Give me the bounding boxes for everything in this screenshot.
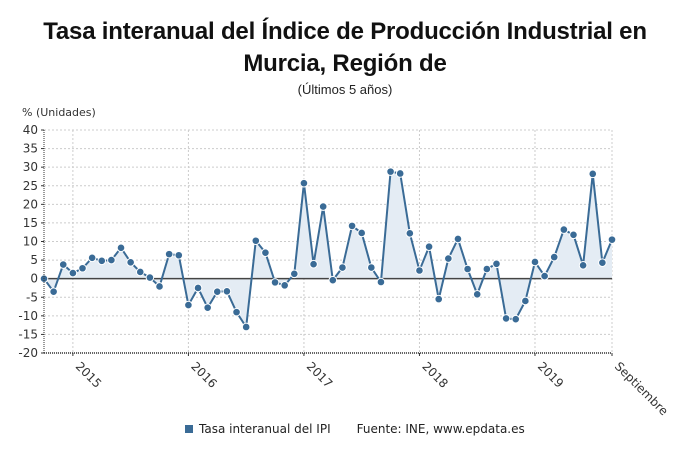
data-point: [598, 258, 607, 267]
data-point: [78, 263, 87, 273]
data-point: [492, 259, 501, 269]
data-point: [386, 167, 395, 176]
data-point: [511, 314, 521, 324]
data-point: [463, 264, 472, 274]
svg-text:40: 40: [23, 123, 38, 137]
data-point: [68, 268, 78, 278]
data-point: [203, 303, 212, 312]
y-axis-ticks: 40 35 30 25 20 15 10 5 0 -5 -10 -15 -20: [18, 123, 44, 360]
data-point: [453, 234, 463, 244]
data-point: [290, 269, 299, 279]
data-point: [501, 314, 511, 323]
data-point: [261, 248, 270, 257]
x-axis-ticks: 2015 2016 2017 2018 2019 Septiembre: [72, 353, 671, 418]
chart-subtitle: (Últimos 5 años): [297, 82, 393, 97]
data-point: [472, 289, 482, 299]
legend-series-label: Tasa interanual del IPI: [199, 422, 331, 436]
data-point: [309, 259, 318, 269]
data-point: [395, 169, 405, 178]
svg-text:2017: 2017: [304, 359, 335, 390]
data-point: [145, 273, 155, 282]
data-point: [174, 250, 184, 260]
data-point: [376, 277, 386, 287]
series-markers: [39, 167, 617, 332]
data-point: [482, 264, 492, 274]
svg-text:20: 20: [23, 197, 38, 211]
svg-text:-5: -5: [26, 290, 38, 304]
chart-title: Tasa interanual del Índice de Producción…: [0, 16, 690, 80]
data-point: [559, 225, 569, 234]
data-point: [164, 249, 174, 259]
data-point: [434, 294, 444, 304]
svg-text:15: 15: [23, 216, 38, 230]
svg-text:35: 35: [23, 142, 38, 156]
data-point: [155, 282, 164, 291]
data-point: [241, 322, 251, 332]
svg-text:30: 30: [23, 160, 38, 174]
svg-text:2016: 2016: [188, 359, 219, 390]
svg-text:5: 5: [30, 253, 38, 267]
data-point: [549, 252, 559, 262]
chart-title-line-2: Murcia, Región de: [243, 50, 447, 77]
source-credit: Fuente: INE, www.epdata.es: [356, 422, 525, 436]
data-point: [357, 228, 366, 238]
data-point: [49, 287, 58, 296]
data-point: [569, 230, 578, 240]
data-point: [116, 243, 126, 253]
svg-text:-10: -10: [18, 309, 38, 323]
data-point: [405, 229, 415, 238]
svg-text:2019: 2019: [535, 359, 566, 390]
data-point: [444, 254, 453, 263]
svg-text:25: 25: [23, 179, 38, 193]
data-point: [299, 178, 309, 188]
data-point: [318, 202, 328, 211]
data-point: [184, 300, 193, 310]
data-point: [251, 236, 261, 246]
data-point: [222, 287, 232, 296]
data-point: [367, 263, 376, 272]
data-point: [135, 267, 145, 277]
svg-text:2018: 2018: [419, 359, 450, 390]
data-point: [588, 169, 598, 179]
data-point: [270, 278, 280, 287]
svg-text:-15: -15: [18, 327, 38, 341]
y-axis-label: % (Unidades): [22, 106, 96, 119]
data-point: [328, 275, 338, 285]
data-point: [347, 221, 357, 231]
data-point: [126, 258, 135, 267]
legend-swatch-icon: [185, 425, 193, 433]
data-point: [280, 281, 289, 290]
data-point: [424, 242, 434, 252]
chart-title-line-1: Tasa interanual del Índice de Producción…: [43, 18, 647, 45]
data-point: [415, 266, 424, 275]
data-point: [232, 307, 241, 317]
svg-text:Septiembre: Septiembre: [612, 359, 671, 418]
data-point: [521, 296, 530, 306]
data-point: [578, 260, 588, 270]
svg-text:0: 0: [30, 272, 38, 286]
data-point: [97, 256, 107, 266]
data-point: [58, 260, 68, 269]
svg-text:10: 10: [23, 235, 38, 249]
data-point: [107, 255, 116, 265]
data-point: [530, 257, 540, 267]
data-point: [87, 253, 97, 263]
data-point: [607, 235, 617, 244]
data-point: [540, 271, 549, 281]
data-point: [193, 283, 203, 293]
svg-text:-20: -20: [18, 346, 38, 360]
data-point: [338, 263, 347, 272]
legend: Tasa interanual del IPI Fuente: INE, www…: [185, 422, 525, 436]
svg-text:2015: 2015: [73, 359, 104, 390]
data-point: [212, 287, 222, 296]
